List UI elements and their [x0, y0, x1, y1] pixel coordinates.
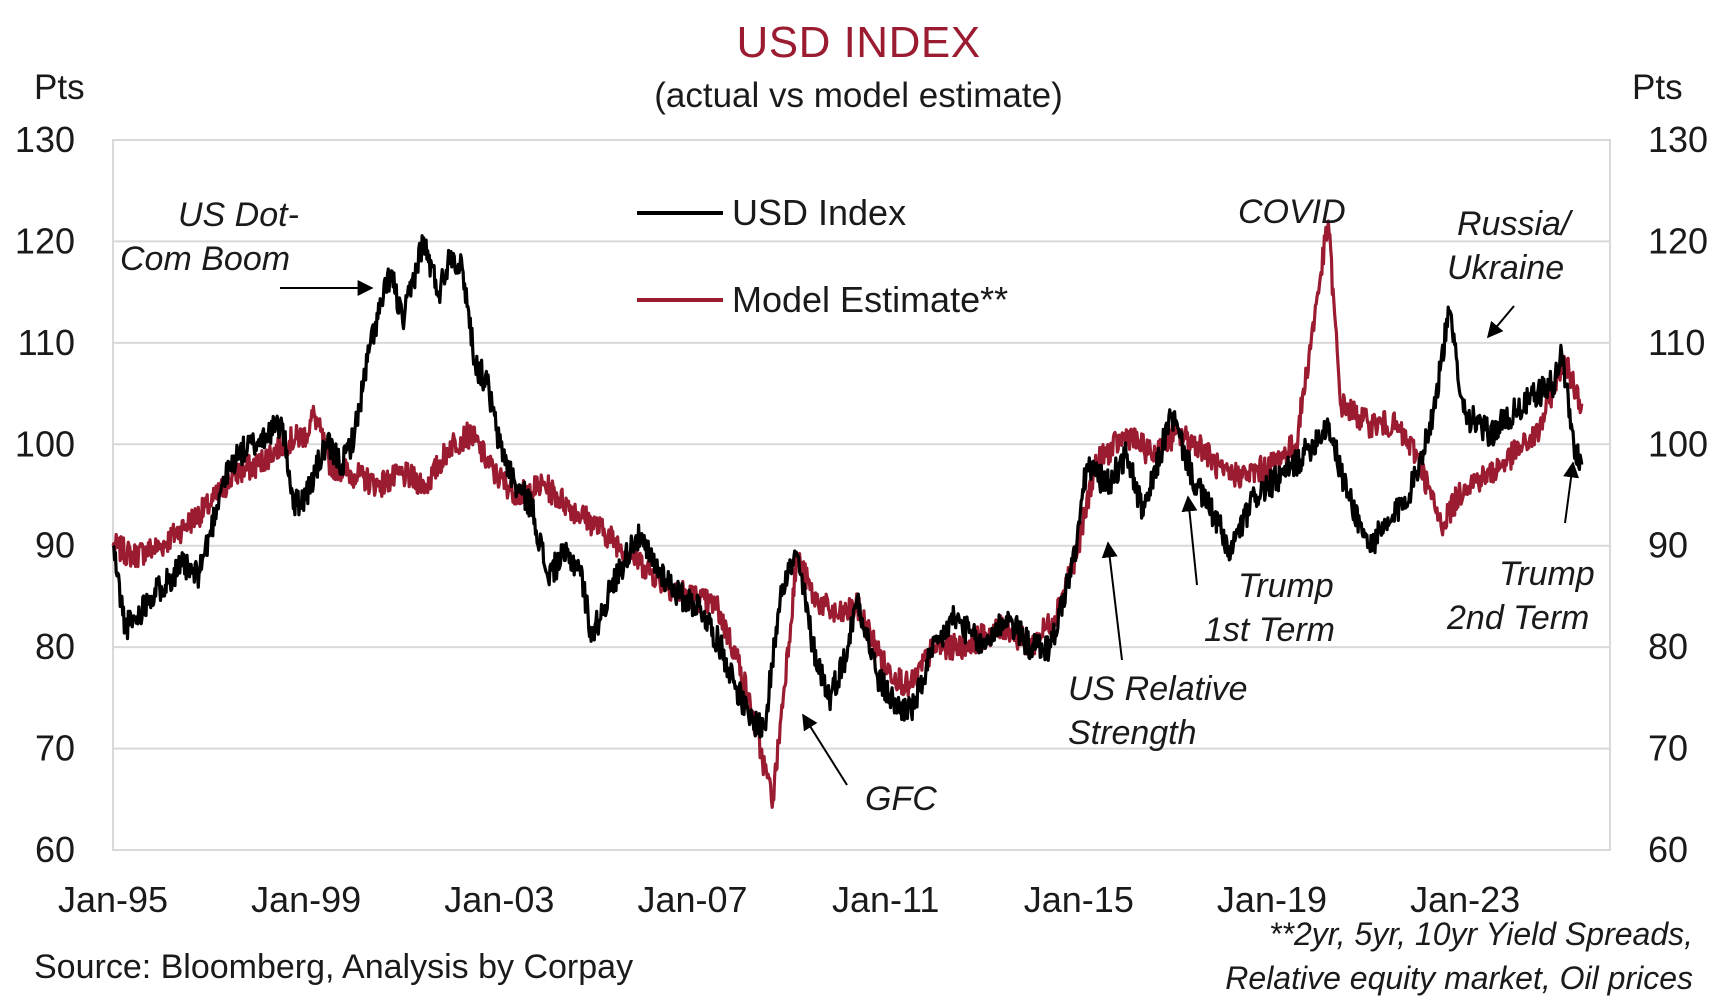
y-tick-label-left: 120 [15, 220, 75, 261]
y-tick-label-left: 60 [35, 829, 75, 870]
x-tick-label: Jan-95 [58, 879, 168, 920]
y-tick-label-right: 100 [1648, 423, 1708, 464]
grid-lines [113, 240, 1610, 750]
y-tick-label-left: 110 [18, 322, 75, 363]
y-tick-label-right: 120 [1648, 220, 1708, 261]
y-tick-label-right: 110 [1648, 322, 1705, 363]
annotation-us-relative-strength-text: Strength [1068, 714, 1197, 752]
y-axis-unit-left: Pts [34, 68, 85, 107]
y-tick-label-right: 80 [1648, 626, 1688, 667]
x-ticks: Jan-95 Jan-99 Jan-03 Jan-07 Jan-11 Jan-15 Jan-… [58, 879, 1520, 920]
y-tick-label-left: 130 [15, 119, 75, 160]
legend-label: Model Estimate** [732, 279, 1008, 320]
annotation-trump-1st-term-text: 1st Term [1204, 611, 1335, 649]
series-line-usd-index [111, 234, 1584, 739]
y-ticks-right: 60 70 80 90 100 110 120 130 [1648, 119, 1708, 870]
annotation-dot-com-boom-text: Com Boom [120, 240, 290, 278]
chart-title: USD INDEX [736, 18, 981, 67]
annotation-trump-1st-term-text: Trump [1238, 567, 1334, 605]
annotation-gfc-arrow [802, 713, 848, 786]
y-tick-label-left: 100 [15, 423, 75, 464]
annotation-trump-2nd-term-arrow [1563, 461, 1580, 524]
footnote: **2yr, 5yr, 10yr Yield Spreads, Relative… [1225, 912, 1693, 1000]
annotation-covid-text: COVID [1238, 193, 1346, 231]
x-tick-label: Jan-11 [832, 879, 939, 920]
chart-subtitle: (actual vs model estimate) [654, 76, 1063, 115]
y-tick-label-left: 90 [35, 525, 75, 566]
y-ticks-left: 60 70 80 90 100 110 120 130 [15, 119, 75, 870]
y-tick-label-left: 70 [35, 728, 75, 769]
annotations: US Dot- Com Boom GFC US Relative Strength COV… [120, 193, 1595, 818]
legend: USD Index Model Estimate** [637, 192, 1008, 320]
y-tick-label-right: 70 [1648, 728, 1688, 769]
annotation-trump-1st-term-arrow [1181, 495, 1198, 586]
y-tick-label-right: 60 [1648, 829, 1688, 870]
annotation-dot-com-boom-text: US Dot- [178, 196, 299, 234]
x-tick-label: Jan-07 [637, 879, 747, 920]
annotation-trump-2nd-term-text: 2nd Term [1446, 599, 1589, 637]
y-axis-unit-right: Pts [1632, 68, 1683, 107]
y-tick-label-right: 90 [1648, 525, 1688, 566]
series-line-model-estimate [111, 219, 1584, 809]
x-tick-label: Jan-03 [444, 879, 554, 920]
x-tick-label: Jan-19 [1217, 879, 1327, 920]
footnote-line-2: Relative equity market, Oil prices [1225, 960, 1693, 996]
footnote-line-1: **2yr, 5yr, 10yr Yield Spreads, [1269, 916, 1693, 952]
x-tick-label: Jan-99 [251, 879, 361, 920]
x-tick-label: Jan-23 [1410, 879, 1520, 920]
annotation-russia-ukraine-arrow [1486, 305, 1515, 339]
plot-area-border [112, 139, 1611, 851]
annotation-russia-ukraine-text: Russia/ [1457, 205, 1574, 243]
annotation-us-relative-strength-arrow [1101, 541, 1123, 661]
annotation-trump-2nd-term-text: Trump [1499, 555, 1595, 593]
legend-label: USD Index [732, 192, 906, 233]
y-tick-label-left: 80 [35, 626, 75, 667]
annotation-us-relative-strength-text: US Relative [1068, 670, 1248, 708]
annotation-russia-ukraine-text: Ukraine [1447, 249, 1564, 287]
x-tick-label: Jan-15 [1024, 879, 1134, 920]
source-note: Source: Bloomberg, Analysis by Corpay [34, 948, 634, 986]
annotation-gfc-text: GFC [865, 780, 937, 818]
y-tick-label-right: 130 [1648, 119, 1708, 160]
